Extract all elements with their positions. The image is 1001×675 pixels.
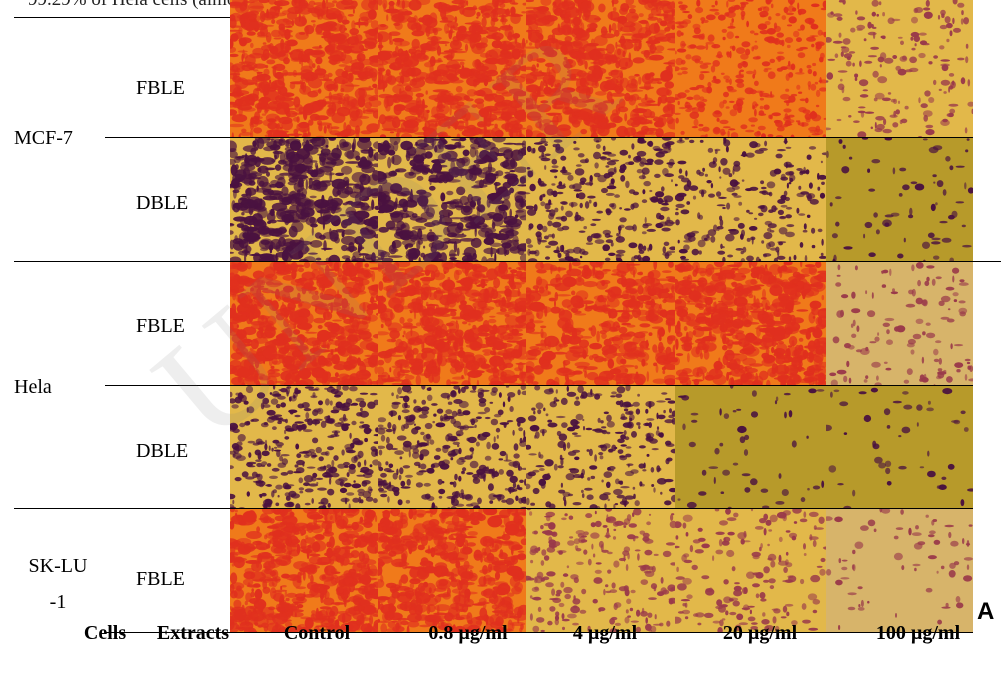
- micrograph-panel: [526, 386, 675, 509]
- cell-label-hela: Hela: [14, 376, 52, 398]
- extract-label: FBLE: [136, 568, 185, 590]
- extract-label: FBLE: [136, 77, 185, 99]
- micrograph-panel: [675, 0, 826, 138]
- row-divider: [105, 137, 973, 138]
- bottom-divider: [105, 632, 973, 633]
- panel-letter: A: [977, 598, 995, 625]
- micrograph-panel: [378, 138, 526, 262]
- micrograph-panel: [826, 386, 973, 509]
- micrograph-panel: [378, 509, 526, 632]
- micrograph-panel: [826, 262, 973, 386]
- cell-label-mcf7: MCF-7: [14, 127, 73, 149]
- row-divider: [105, 385, 973, 386]
- micrograph-panel: [526, 262, 675, 386]
- micrograph-panel: [826, 138, 973, 262]
- micrograph-panel: [526, 0, 675, 138]
- micrograph-panel: [675, 386, 826, 509]
- header-dose: 20 µg/ml: [722, 622, 798, 644]
- extract-label: DBLE: [136, 440, 189, 462]
- header-cells: Cells: [83, 622, 127, 644]
- micrograph-panel: [230, 509, 378, 632]
- micrograph-panel: [675, 509, 826, 632]
- header-control: Control: [283, 622, 351, 644]
- micrograph-panel: [230, 262, 378, 386]
- group-divider: [14, 508, 973, 509]
- micrograph-panel: [230, 138, 378, 262]
- cell-label-sklu1: SK-LU-1: [18, 548, 98, 620]
- micrograph-panel: [230, 0, 378, 138]
- extract-label: DBLE: [136, 192, 189, 214]
- micrograph-panel: [378, 262, 526, 386]
- header-dose: 4 µg/ml: [572, 622, 638, 644]
- extract-label: FBLE: [136, 315, 185, 337]
- micrograph-panel: [826, 0, 973, 138]
- micrograph-panel: [230, 386, 378, 509]
- group-divider: [14, 261, 1001, 262]
- micrograph-panel: [378, 0, 526, 138]
- cell-label-sklu1-text: SK-LU-1: [28, 555, 88, 613]
- micrograph-panel: [526, 509, 675, 632]
- micrograph-panel: [826, 509, 973, 632]
- micrograph-panel: [675, 138, 826, 262]
- header-dose: 0.8 µg/ml: [428, 622, 508, 644]
- header-dose: 100 µg/ml: [875, 622, 961, 644]
- micrograph-panel: [526, 138, 675, 262]
- header-extracts: Extracts: [156, 622, 230, 644]
- micrograph-panel: [675, 262, 826, 386]
- micrograph-panel: [378, 386, 526, 509]
